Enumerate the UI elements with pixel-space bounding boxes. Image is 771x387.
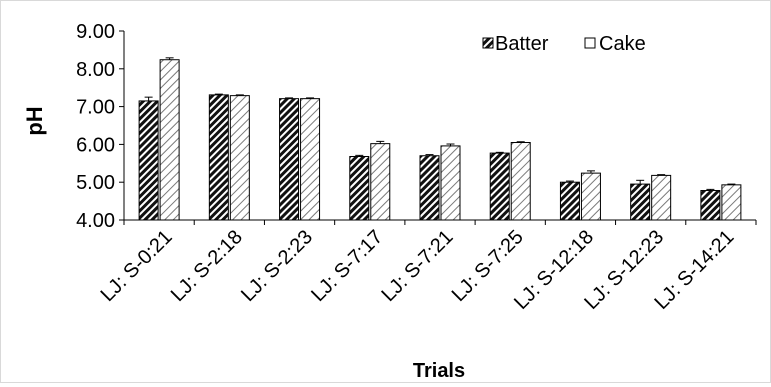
bar-cake xyxy=(580,172,601,221)
bar-batter xyxy=(559,181,580,221)
bar-batter xyxy=(138,100,159,221)
bar-cake xyxy=(510,142,531,221)
legend: Batter Cake xyxy=(482,33,646,55)
bar-batter xyxy=(489,152,510,221)
bar-batter xyxy=(419,155,440,221)
bar-batter xyxy=(279,98,300,221)
x-tick-label: LJ: S-2:23 xyxy=(237,226,317,306)
legend-swatch-cake xyxy=(584,37,596,49)
bar-cake xyxy=(440,145,461,221)
x-tick-label: LJ: S-7:17 xyxy=(307,226,387,306)
y-tick-label: 4.00 xyxy=(76,210,115,232)
bar-cake xyxy=(651,174,672,221)
bar-batter xyxy=(630,183,651,221)
legend-label-cake: Cake xyxy=(599,33,646,55)
bar-batter xyxy=(349,155,370,221)
y-tick-label: 8.00 xyxy=(76,59,115,81)
legend-swatch-batter xyxy=(482,37,494,49)
bar-cake xyxy=(721,184,742,221)
x-tick-label: LJ: S-2:18 xyxy=(167,226,247,306)
x-tick-label: LJ: S-7:21 xyxy=(378,226,458,306)
bar-cake xyxy=(159,59,180,221)
bar-cake xyxy=(300,98,321,221)
y-tick-label: 7.00 xyxy=(76,97,115,119)
legend-label-batter: Batter xyxy=(495,33,549,55)
x-axis-title: Trials xyxy=(413,360,465,382)
x-tick-label: LJ: S-0:21 xyxy=(97,226,177,306)
bar-batter xyxy=(700,190,721,221)
y-tick-label: 5.00 xyxy=(76,172,115,194)
y-tick-label: 6.00 xyxy=(76,134,115,156)
y-tick-label: 9.00 xyxy=(76,21,115,43)
bar-batter xyxy=(208,94,229,221)
bar-cake xyxy=(370,143,391,221)
bar-cake xyxy=(229,95,250,221)
y-axis-title: pH xyxy=(22,106,47,135)
